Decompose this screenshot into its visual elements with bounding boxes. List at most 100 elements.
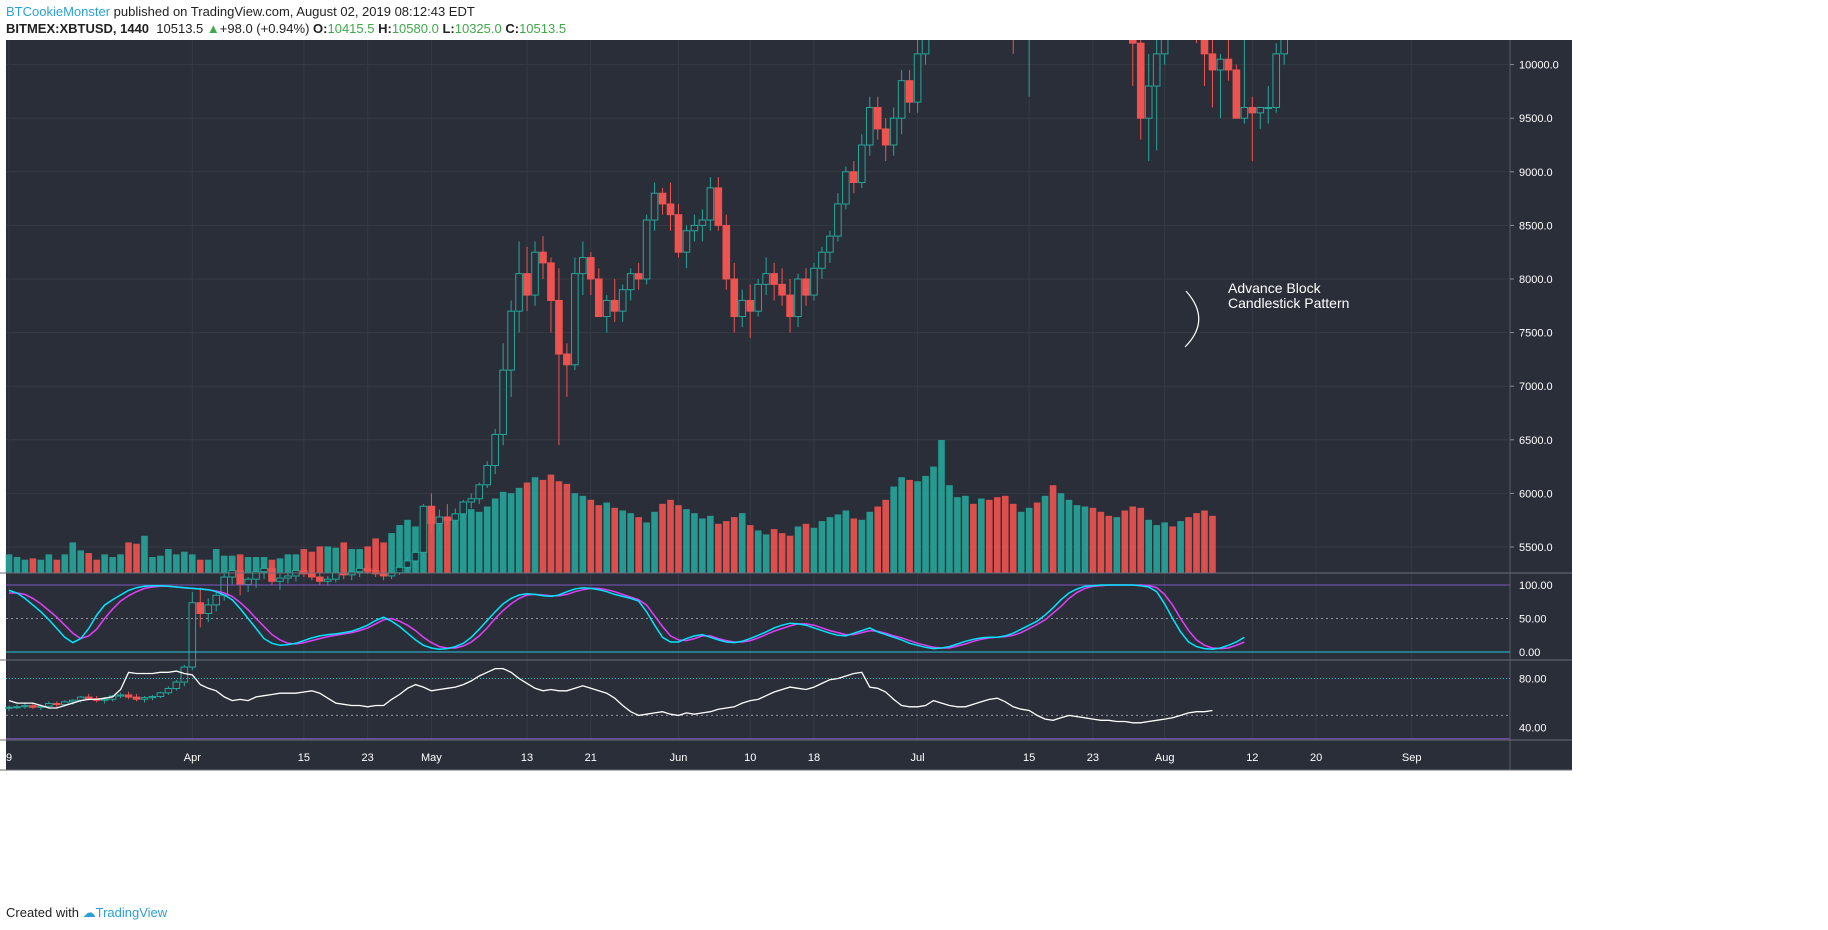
volume-bar xyxy=(754,530,762,573)
tradingview-logo-icon[interactable]: ☁ xyxy=(82,905,96,920)
volume-bar xyxy=(962,495,969,573)
candle-body xyxy=(13,706,21,709)
volume-bar xyxy=(1177,521,1184,573)
volume-bar xyxy=(874,506,882,573)
candle-body xyxy=(587,257,595,280)
price-tick-label: 6000.0 xyxy=(1519,488,1553,500)
volume-bar xyxy=(882,499,889,573)
candle-body xyxy=(68,699,77,703)
candle-body xyxy=(642,219,651,280)
price-tick-label: 8500.0 xyxy=(1519,220,1553,232)
volume-bar xyxy=(220,555,228,573)
candle-body xyxy=(84,696,93,700)
volume-bar xyxy=(1033,502,1041,573)
candle-body xyxy=(897,80,906,119)
volume-bar xyxy=(746,525,754,573)
volume-bar xyxy=(866,511,874,573)
candle-body xyxy=(539,251,547,264)
volume-bar xyxy=(659,503,666,573)
volume-bar xyxy=(428,522,435,573)
price-tick-label: 5500.0 xyxy=(1519,542,1553,554)
publish-info: published on TradingView.com, August 02,… xyxy=(113,4,475,19)
volume-bar xyxy=(436,522,443,573)
candle-body xyxy=(682,230,691,253)
volume-bar xyxy=(1169,526,1176,573)
volume-bar xyxy=(45,554,53,573)
symbol-label: BITMEX:XBTUSD, 1440 xyxy=(6,21,150,36)
volume-bar xyxy=(109,557,116,573)
volume-bar xyxy=(906,479,913,573)
volume-bar xyxy=(587,499,595,573)
candle-body xyxy=(308,573,316,578)
volume-bar xyxy=(715,523,722,573)
volume-bar xyxy=(189,554,196,573)
price-tick-label: 9500.0 xyxy=(1519,113,1553,125)
candle-body xyxy=(244,578,252,586)
volume-bar xyxy=(938,440,945,573)
volume-bar xyxy=(842,510,850,573)
volume-bar xyxy=(1161,522,1168,573)
candle-body xyxy=(260,567,268,573)
stoch-k-line xyxy=(8,584,1245,651)
volume-bar xyxy=(196,559,204,573)
candle-body xyxy=(148,696,157,699)
candle-body xyxy=(905,80,914,103)
time-tick-label: Aug xyxy=(1155,752,1175,764)
candle-body xyxy=(921,40,930,55)
close-value: 10513.5 xyxy=(519,21,567,36)
volume-bar xyxy=(986,499,993,573)
candle-body xyxy=(499,369,507,435)
candle-body xyxy=(475,484,484,500)
tradingview-brand[interactable]: TradingView xyxy=(95,905,168,920)
candle-body xyxy=(371,570,380,575)
chart-canvas[interactable]: 15000.014500.014000.013500.013000.012500… xyxy=(0,40,1828,900)
candle-body xyxy=(1264,106,1273,109)
candle-body xyxy=(850,171,858,184)
candle-body xyxy=(156,692,165,698)
volume-bar xyxy=(691,513,698,573)
candle-body xyxy=(714,187,723,226)
volume-bar xyxy=(707,515,714,573)
candle-body xyxy=(778,283,786,296)
volume-bar xyxy=(611,507,619,573)
volume-bar xyxy=(1017,511,1025,573)
candle-body xyxy=(826,235,834,253)
volume-bar xyxy=(1025,507,1033,573)
candle-body xyxy=(770,273,778,285)
volume-bar xyxy=(85,553,92,573)
low-label: L: xyxy=(442,21,455,36)
volume-bar xyxy=(1057,493,1065,573)
volume-bar xyxy=(77,550,85,573)
volume-bar xyxy=(204,559,212,573)
volume-bar xyxy=(356,549,363,573)
volume-bar xyxy=(475,511,483,573)
volume-bar xyxy=(308,551,316,573)
candle-body xyxy=(1248,106,1257,114)
volume-bar xyxy=(683,509,690,573)
candle-body xyxy=(1280,40,1289,55)
candle-body xyxy=(602,299,611,318)
candle-body xyxy=(842,171,850,205)
created-with-label: Created with xyxy=(6,905,79,920)
volume-bar xyxy=(1185,517,1192,573)
annotation-arc xyxy=(1184,290,1200,348)
candle-body xyxy=(204,604,213,614)
candle-body xyxy=(132,696,141,700)
volume-bar xyxy=(1209,515,1216,573)
volume-bar xyxy=(149,557,156,573)
volume-bar xyxy=(452,517,459,573)
close-label: C: xyxy=(505,21,520,36)
volume-bar xyxy=(930,466,937,573)
candle-body xyxy=(60,701,69,706)
time-tick-label: 21 xyxy=(585,752,597,764)
time-tick-label: 23 xyxy=(362,752,374,764)
candle-body xyxy=(379,573,388,577)
volume-bar xyxy=(236,554,244,573)
author-link[interactable]: BTCookieMonster xyxy=(6,4,111,19)
candle-body xyxy=(403,560,412,568)
candle-body xyxy=(531,251,539,296)
candle-body xyxy=(1216,58,1225,71)
volume-bar xyxy=(834,514,842,573)
candle-body xyxy=(881,128,890,146)
time-tick-label: Jun xyxy=(670,752,688,764)
